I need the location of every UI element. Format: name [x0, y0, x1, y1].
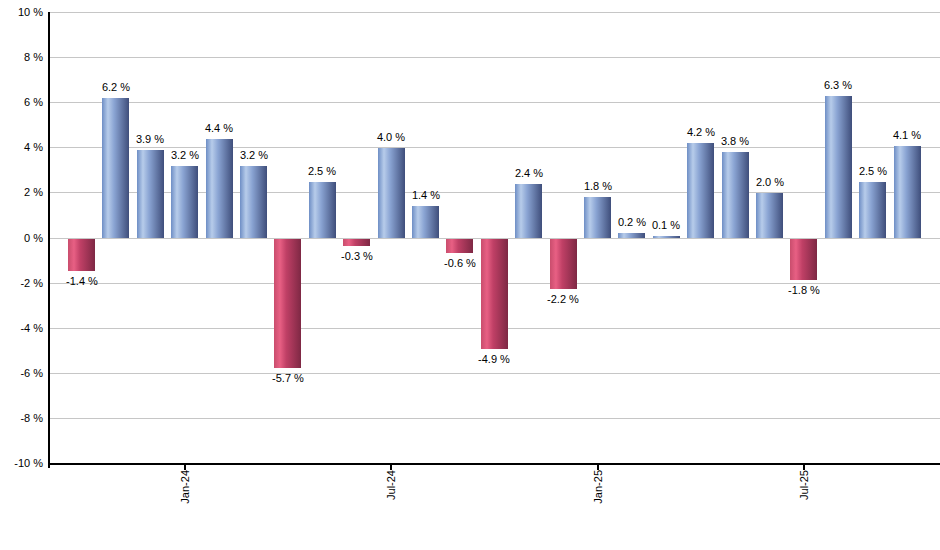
bar	[137, 150, 164, 238]
bar-value-label: 4.0 %	[367, 131, 415, 144]
x-axis-label: Jul-24	[384, 470, 398, 534]
bar-value-label: -0.3 %	[333, 250, 381, 263]
bar	[274, 239, 301, 368]
y-axis-label: 0 %	[0, 231, 43, 245]
x-axis-line	[48, 463, 940, 465]
bar	[446, 239, 473, 253]
bar	[550, 239, 577, 289]
y-axis-label: -10 %	[0, 456, 43, 470]
bar-value-label: 4.1 %	[883, 129, 931, 142]
bar	[859, 182, 886, 238]
grid-line	[48, 102, 940, 103]
bar-value-label: 6.3 %	[814, 79, 862, 92]
bar-value-label: 2.0 %	[746, 176, 794, 189]
grid-line	[48, 418, 940, 419]
bar	[343, 239, 370, 246]
bar-value-label: 3.8 %	[711, 135, 759, 148]
bar	[687, 143, 714, 238]
bar	[206, 139, 233, 238]
grid-line	[48, 373, 940, 374]
bar-value-label: 3.2 %	[161, 149, 209, 162]
bar-value-label: 2.5 %	[298, 165, 346, 178]
bar	[653, 236, 680, 238]
y-axis-line	[48, 12, 50, 468]
x-axis-label: Jan-25	[591, 470, 605, 534]
bar-value-label: 4.4 %	[195, 122, 243, 135]
bar-value-label: 1.8 %	[574, 180, 622, 193]
bar	[584, 197, 611, 238]
y-axis-label: 8 %	[0, 50, 43, 64]
bar-value-label: -0.6 %	[436, 257, 484, 270]
y-axis-label: 2 %	[0, 185, 43, 199]
bar-value-label: -2.2 %	[539, 293, 587, 306]
bar	[412, 206, 439, 238]
bar-value-label: 0.1 %	[642, 219, 690, 232]
bar	[790, 239, 817, 280]
grid-line	[48, 147, 940, 148]
bar	[515, 184, 542, 238]
bar	[68, 239, 95, 271]
bar	[481, 239, 508, 349]
monthly-returns-bar-chart: 10 % 8 % 6 % 4 % 2 % 0 % -2 % -4 % -6 % -8 % -10 %…	[0, 0, 940, 550]
x-axis-label: Jan-24	[178, 470, 192, 534]
bar-value-label: -5.7 %	[264, 372, 312, 385]
y-axis-label: 4 %	[0, 140, 43, 154]
bar-value-label: 3.9 %	[126, 133, 174, 146]
y-axis-label: 10 %	[0, 5, 43, 19]
grid-line	[48, 12, 940, 13]
bar-value-label: 2.4 %	[505, 167, 553, 180]
grid-line	[48, 57, 940, 58]
bar	[756, 193, 783, 238]
bar	[894, 146, 921, 238]
bar-value-label: 6.2 %	[92, 81, 140, 94]
bar-value-label: -4.9 %	[470, 353, 518, 366]
bar-value-label: 2.5 %	[849, 165, 897, 178]
bar-value-label: -1.4 %	[58, 275, 106, 288]
bar	[171, 166, 198, 238]
bar	[378, 148, 405, 238]
bar	[309, 182, 336, 238]
bar-value-label: 1.4 %	[402, 189, 450, 202]
bar	[825, 96, 852, 238]
bar	[618, 233, 645, 238]
y-axis-label: -8 %	[0, 411, 43, 425]
y-axis-label: -4 %	[0, 321, 43, 335]
y-axis-label: 6 %	[0, 95, 43, 109]
bar	[722, 152, 749, 238]
bar-value-label: -1.8 %	[780, 284, 828, 297]
y-axis-label: -2 %	[0, 276, 43, 290]
bar-value-label: 3.2 %	[230, 149, 278, 162]
y-axis-label: -6 %	[0, 366, 43, 380]
x-axis-label: Jul-25	[797, 470, 811, 534]
bar	[102, 98, 129, 238]
bar	[240, 166, 267, 238]
